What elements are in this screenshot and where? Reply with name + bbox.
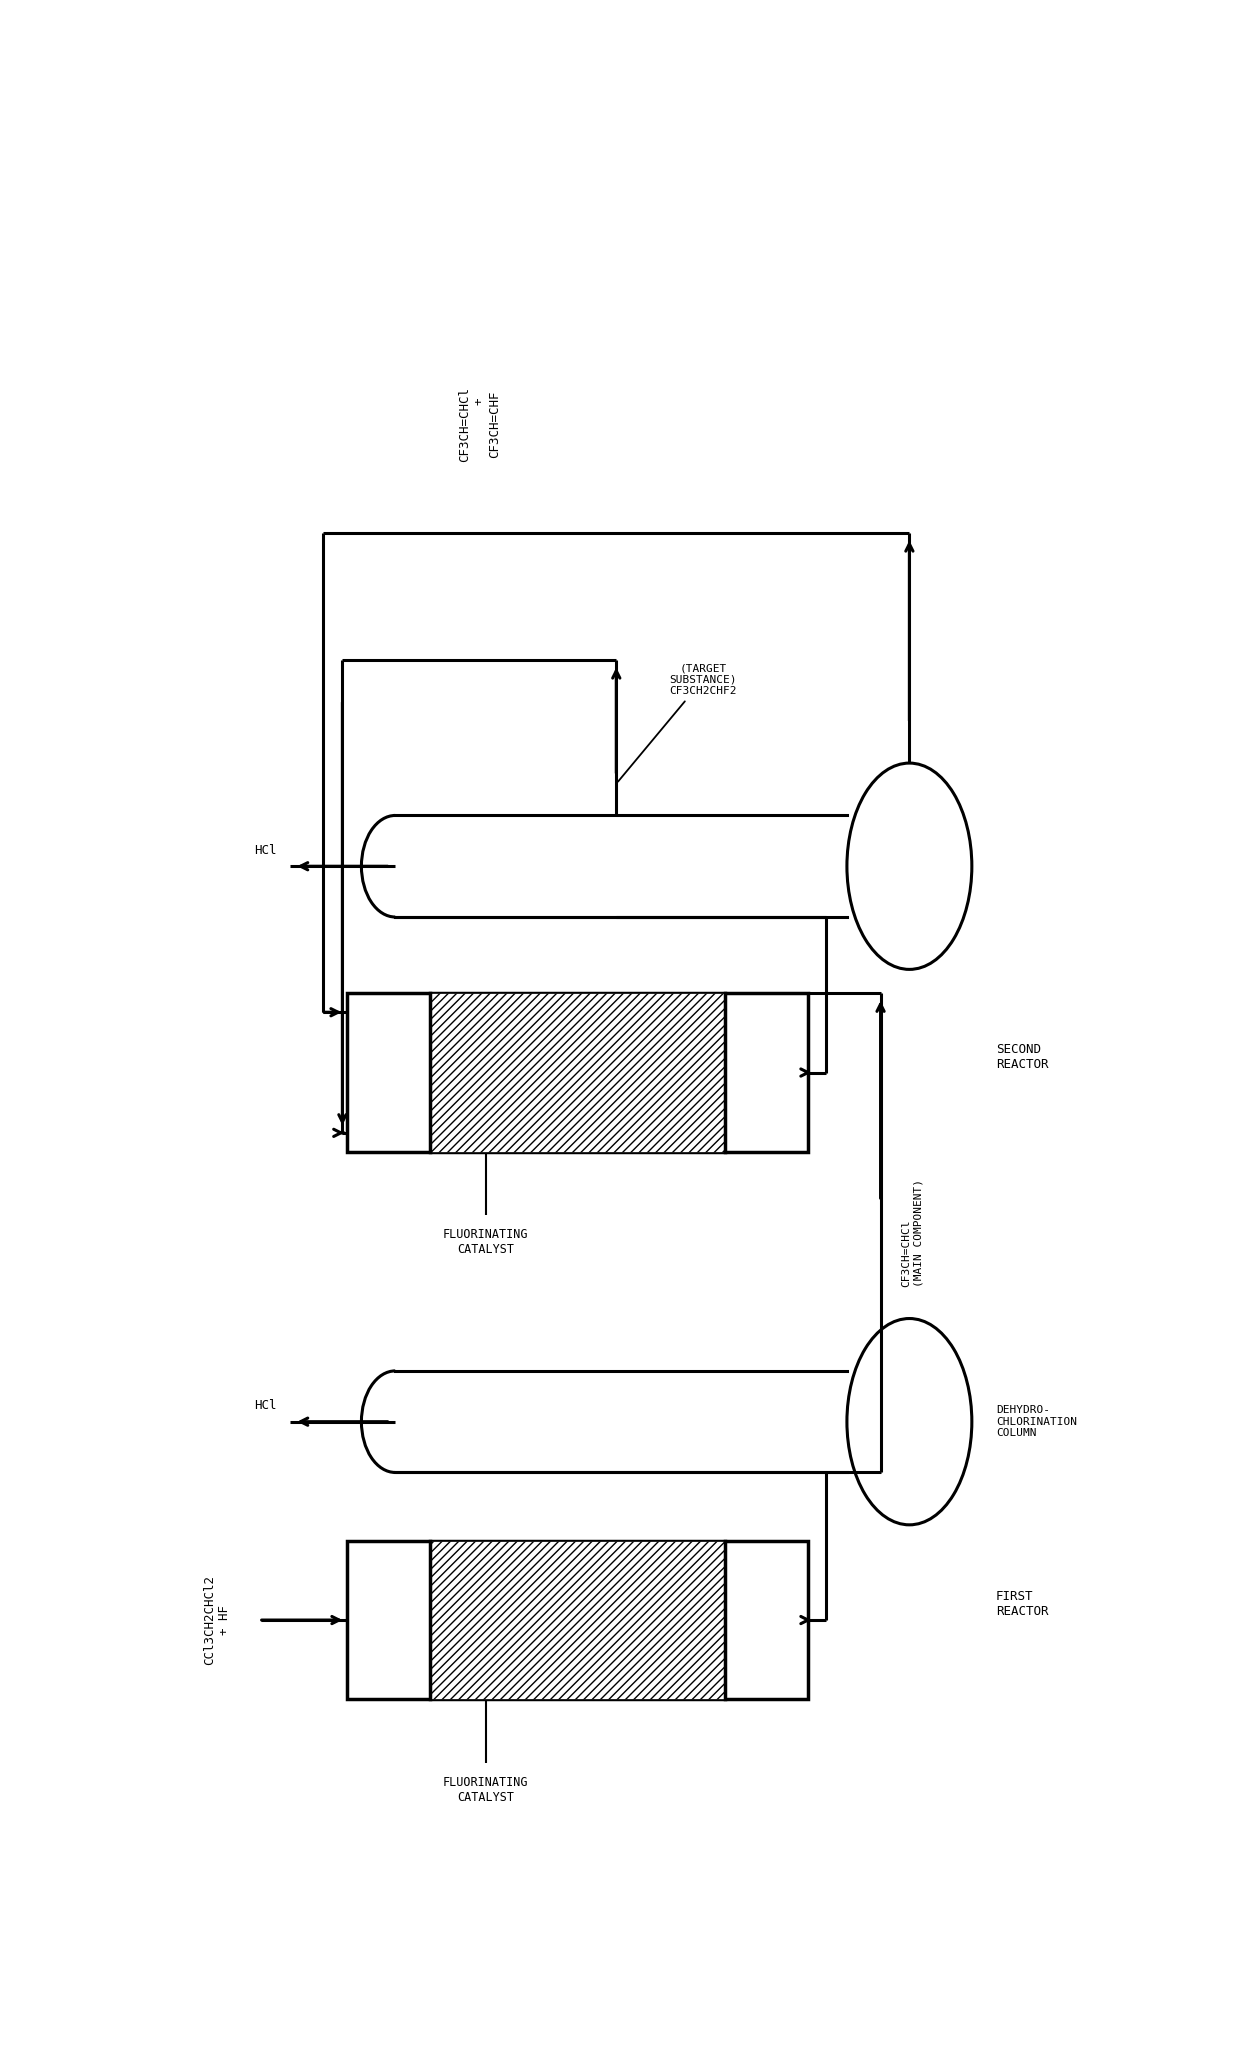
Text: CF3CH=CHCl
(MAIN COMPONENT): CF3CH=CHCl (MAIN COMPONENT): [901, 1179, 924, 1286]
Text: FIRST
REACTOR: FIRST REACTOR: [996, 1591, 1048, 1618]
Bar: [430, 1542, 725, 1700]
Text: (TARGET
SUBSTANCE)
CF3CH2CHF2: (TARGET SUBSTANCE) CF3CH2CHF2: [618, 664, 737, 781]
Bar: [347, 1542, 808, 1700]
Text: CF3CH=CHCl
      +
CF3CH=CHF: CF3CH=CHCl + CF3CH=CHF: [458, 387, 501, 462]
Text: HCl: HCl: [254, 1399, 277, 1412]
Text: DEHYDRO-
CHLORINATION
COLUMN: DEHYDRO- CHLORINATION COLUMN: [996, 1406, 1076, 1439]
Text: SECOND
REACTOR: SECOND REACTOR: [996, 1043, 1048, 1070]
Bar: [430, 993, 725, 1152]
Text: HCl: HCl: [254, 843, 277, 857]
Bar: [347, 993, 808, 1152]
Text: CCl3CH2CHCl2
+ HF: CCl3CH2CHCl2 + HF: [203, 1575, 232, 1665]
Text: FLUORINATING
CATALYST: FLUORINATING CATALYST: [443, 1228, 528, 1255]
Text: FLUORINATING
CATALYST: FLUORINATING CATALYST: [443, 1777, 528, 1803]
